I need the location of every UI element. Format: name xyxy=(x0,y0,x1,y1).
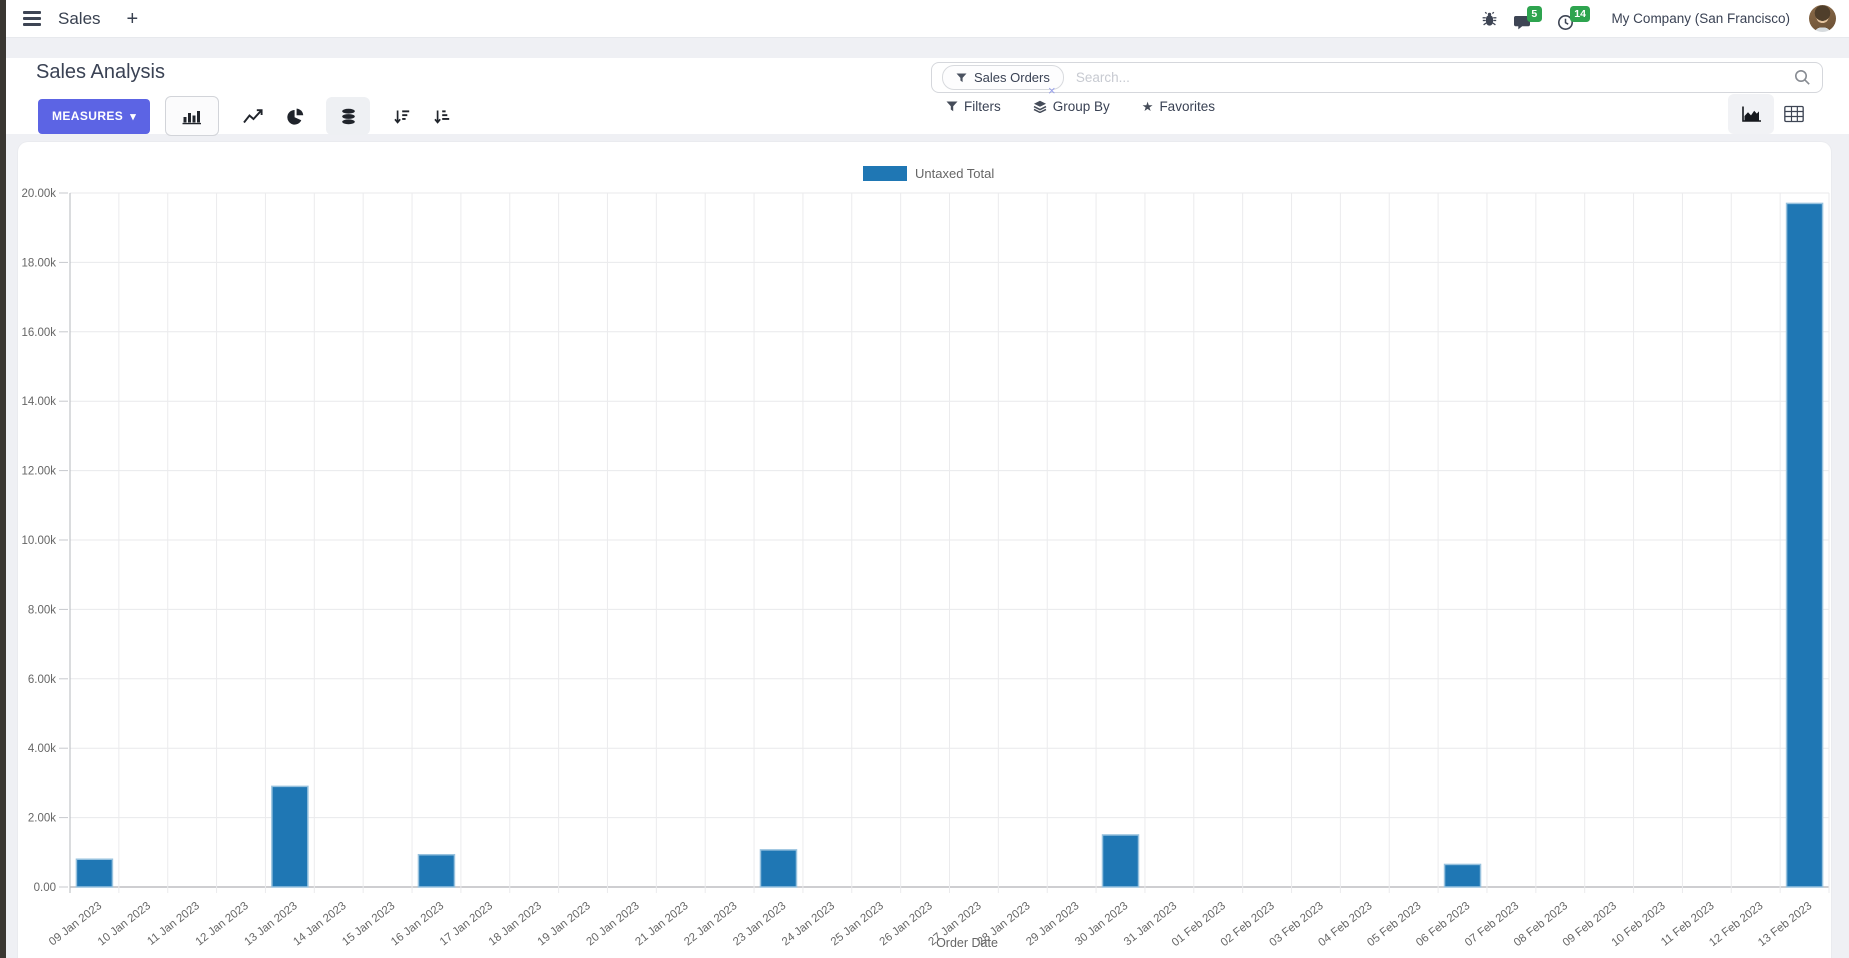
svg-text:11 Jan 2023: 11 Jan 2023 xyxy=(145,900,202,948)
navbar-systray: 5 14 My Company (San Francisco) xyxy=(1481,5,1836,32)
legend-label: Untaxed Total xyxy=(915,166,995,181)
new-tab-plus-icon[interactable]: + xyxy=(126,7,139,30)
control-panel: Sales Analysis MEASURES ▾ xyxy=(6,58,1849,136)
svg-text:14 Jan 2023: 14 Jan 2023 xyxy=(291,900,348,948)
graph-view-button[interactable] xyxy=(1728,94,1774,134)
area-chart-icon xyxy=(1741,106,1761,122)
pivot-table-icon xyxy=(1784,105,1804,123)
measures-button[interactable]: MEASURES ▾ xyxy=(38,98,151,134)
filter-funnel-icon xyxy=(956,72,967,82)
sort-descending-button[interactable] xyxy=(394,109,410,124)
chat-bubble-icon xyxy=(1513,15,1530,30)
facet-remove-icon[interactable]: × xyxy=(1048,83,1056,98)
clock-icon xyxy=(1557,14,1573,30)
left-edge-strip xyxy=(0,0,6,958)
pie-chart-icon xyxy=(287,108,304,125)
svg-text:12 Jan 2023: 12 Jan 2023 xyxy=(194,900,251,948)
svg-text:18.00k: 18.00k xyxy=(21,257,56,269)
filters-dropdown[interactable]: Filters xyxy=(946,99,1001,114)
svg-text:18 Jan 2023: 18 Jan 2023 xyxy=(487,900,544,948)
svg-text:22 Jan 2023: 22 Jan 2023 xyxy=(682,900,739,948)
star-icon: ★ xyxy=(1141,99,1154,114)
svg-text:12.00k: 12.00k xyxy=(21,466,56,478)
sort-asc-icon xyxy=(434,109,450,124)
bar-chart-mode-button[interactable] xyxy=(165,96,220,136)
svg-text:17 Jan 2023: 17 Jan 2023 xyxy=(438,900,495,948)
svg-text:4.00k: 4.00k xyxy=(28,743,56,755)
svg-text:16.00k: 16.00k xyxy=(21,327,56,339)
svg-text:0.00: 0.00 xyxy=(34,882,56,894)
favorites-dropdown[interactable]: ★ Favorites xyxy=(1141,99,1215,114)
svg-text:16 Jan 2023: 16 Jan 2023 xyxy=(389,900,446,948)
search-input[interactable]: Sales Orders Search... xyxy=(931,62,1823,93)
pivot-view-button[interactable] xyxy=(1778,99,1810,129)
pie-chart-mode-button[interactable] xyxy=(287,108,304,125)
svg-text:13 Jan 2023: 13 Jan 2023 xyxy=(242,900,299,948)
search-facet-sales-orders[interactable]: Sales Orders xyxy=(942,65,1064,90)
svg-text:24 Jan 2023: 24 Jan 2023 xyxy=(780,900,837,948)
x-axis-title: Order Date xyxy=(936,936,998,950)
app-name-sales[interactable]: Sales xyxy=(58,8,101,28)
svg-text:19 Jan 2023: 19 Jan 2023 xyxy=(536,900,593,948)
chart-toolbar: MEASURES ▾ xyxy=(38,96,450,136)
line-chart-icon xyxy=(243,108,263,123)
svg-text:2.00k: 2.00k xyxy=(28,813,56,825)
svg-text:10 Feb 2023: 10 Feb 2023 xyxy=(1610,900,1668,949)
legend-swatch xyxy=(863,166,907,181)
page-title: Sales Analysis xyxy=(36,61,165,83)
company-switcher[interactable]: My Company (San Francisco) xyxy=(1611,11,1790,26)
svg-text:13 Feb 2023: 13 Feb 2023 xyxy=(1756,900,1814,949)
group-by-dropdown[interactable]: Group By xyxy=(1033,99,1110,114)
svg-text:21 Jan 2023: 21 Jan 2023 xyxy=(633,900,690,948)
line-chart-mode-button[interactable] xyxy=(243,108,263,124)
chart-card: Untaxed Total 0.00 2.00k 4.00k 6.00k 8.00k 10… xyxy=(18,142,1831,958)
svg-text:20.00k: 20.00k xyxy=(21,188,56,200)
layers-icon xyxy=(1033,100,1047,113)
sort-ascending-button[interactable] xyxy=(434,109,450,124)
svg-text:6.00k: 6.00k xyxy=(28,674,56,686)
svg-text:09 Jan 2023: 09 Jan 2023 xyxy=(47,900,104,948)
activities-systray[interactable]: 14 xyxy=(1557,6,1591,31)
search-options-row: Filters Group By ★ Favorites xyxy=(946,99,1215,114)
debug-bug-icon[interactable] xyxy=(1481,11,1498,27)
sort-desc-icon xyxy=(394,109,410,124)
svg-text:10.00k: 10.00k xyxy=(21,535,56,547)
bar-chart-icon xyxy=(182,110,202,124)
svg-text:30 Jan 2023: 30 Jan 2023 xyxy=(1073,900,1130,948)
svg-text:15 Jan 2023: 15 Jan 2023 xyxy=(340,900,397,948)
svg-text:23 Jan 2023: 23 Jan 2023 xyxy=(731,900,788,948)
svg-text:20 Jan 2023: 20 Jan 2023 xyxy=(584,900,641,948)
user-avatar[interactable] xyxy=(1809,5,1836,32)
filter-funnel-icon xyxy=(946,101,958,112)
svg-text:10 Jan 2023: 10 Jan 2023 xyxy=(96,900,153,948)
messages-systray[interactable]: 5 xyxy=(1513,6,1542,31)
search-placeholder: Search... xyxy=(1075,70,1130,85)
svg-text:8.00k: 8.00k xyxy=(28,604,56,616)
chart-legend[interactable]: Untaxed Total xyxy=(863,166,994,181)
search-magnifier-icon[interactable] xyxy=(1794,69,1811,86)
messages-count-badge: 5 xyxy=(1526,6,1542,22)
bar-chart-plot[interactable]: 0.00 2.00k 4.00k 6.00k 8.00k 10.00k 12.00k 14.0… xyxy=(18,143,1831,958)
database-stack-icon xyxy=(341,108,355,124)
stacked-toggle-button[interactable] xyxy=(326,97,371,135)
svg-text:14.00k: 14.00k xyxy=(21,396,56,408)
caret-down-icon: ▾ xyxy=(130,110,137,123)
apps-menu-icon[interactable] xyxy=(23,11,41,26)
activities-count-badge: 14 xyxy=(1569,6,1591,22)
top-navbar: Sales + 5 xyxy=(6,0,1849,38)
